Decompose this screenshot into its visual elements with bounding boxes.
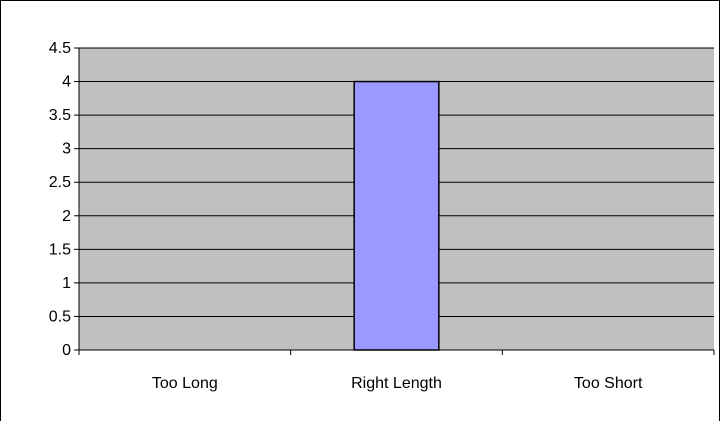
y-tick-label: 4 <box>62 74 71 91</box>
y-tick-label: 4.5 <box>49 40 71 57</box>
y-tick-label: 1.5 <box>49 241 71 258</box>
x-category-label: Too Long <box>152 375 218 392</box>
y-tick-label: 2.5 <box>49 174 71 191</box>
y-tick-label: 0.5 <box>49 308 71 325</box>
x-axis: Too Long Right Length Too Short <box>78 349 715 392</box>
y-tick-label: 0 <box>62 342 71 359</box>
y-tick-label: 2 <box>62 208 71 225</box>
y-tick-label: 3.5 <box>49 107 71 124</box>
y-axis: 0 0.5 1 1.5 2 2.5 3 3.5 4 4.5 <box>49 40 80 359</box>
y-tick-label: 3 <box>62 141 71 158</box>
x-category-label: Right Length <box>351 375 442 392</box>
x-category-label: Too Short <box>574 375 643 392</box>
y-tick-label: 1 <box>62 275 71 292</box>
bar-right-length <box>353 80 440 351</box>
bars <box>353 80 440 351</box>
